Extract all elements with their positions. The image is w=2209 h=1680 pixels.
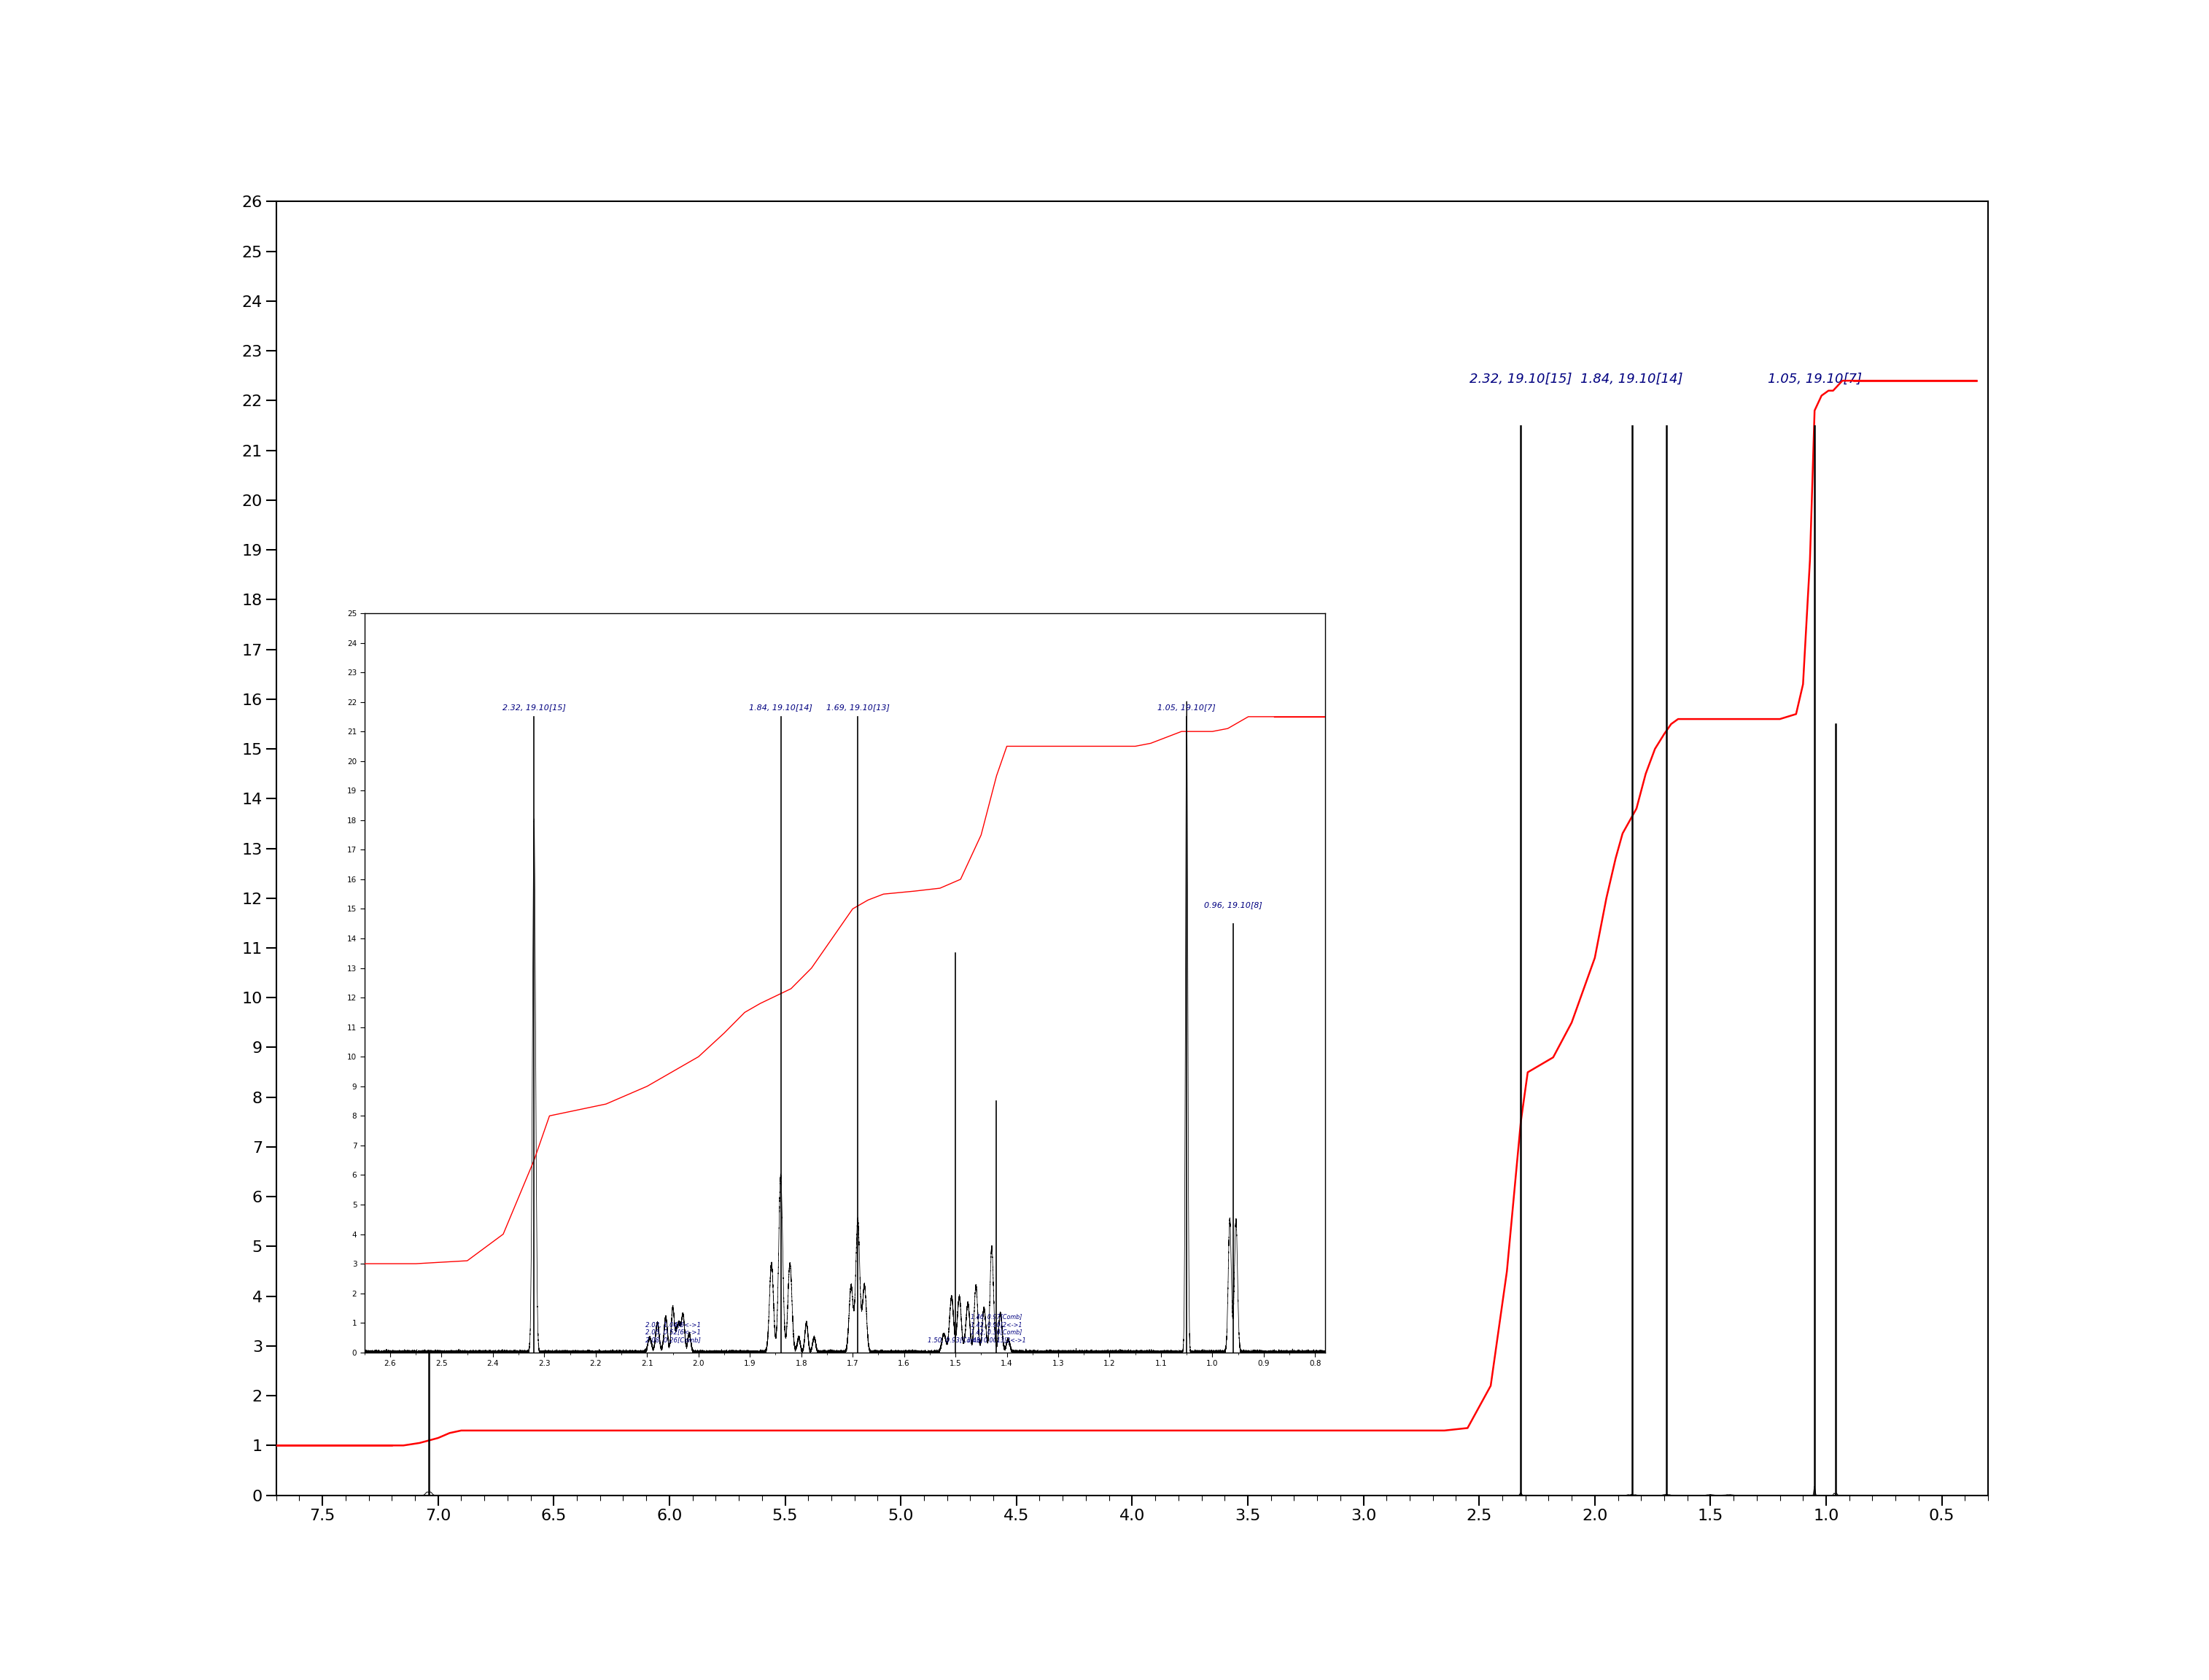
Text: 0.96, 19.10[8]: 0.96, 19.10[8] [1204, 902, 1261, 909]
Text: 2.32, 19.10[15]: 2.32, 19.10[15] [501, 704, 566, 711]
Text: 7.04, 6.37[9a]: 7.04, 6.37[9a] [484, 1063, 579, 1077]
Text: 2.03, 1.04[6<->1
2.05, 0.52[6<->1
2.08, 0.26[Comb]: 2.03, 1.04[6<->1 2.05, 0.52[6<->1 2.08, … [645, 1322, 700, 1344]
Text: 1.84, 19.10[14]: 1.84, 19.10[14] [749, 704, 813, 711]
Text: 1.05, 19.10[7]: 1.05, 19.10[7] [1158, 704, 1215, 711]
Text: 1.46, 0.97[Comb]
1.42, 0.90[2<->1
1.42, 0.30[Comb]
1.43, 0.0013[2<->1: 1.46, 0.97[Comb] 1.42, 0.90[2<->1 1.42, … [968, 1314, 1025, 1344]
Text: 1.05, 19.10[7]: 1.05, 19.10[7] [1767, 373, 1862, 386]
Text: 2.32, 19.10[15]: 2.32, 19.10[15] [1469, 373, 1573, 386]
Text: 1.50, 0.93[Comb]: 1.50, 0.93[Comb] [928, 1337, 983, 1344]
Text: 1.84, 19.10[14]: 1.84, 19.10[14] [1582, 373, 1683, 386]
Text: 1.69, 19.10[13]: 1.69, 19.10[13] [826, 704, 890, 711]
